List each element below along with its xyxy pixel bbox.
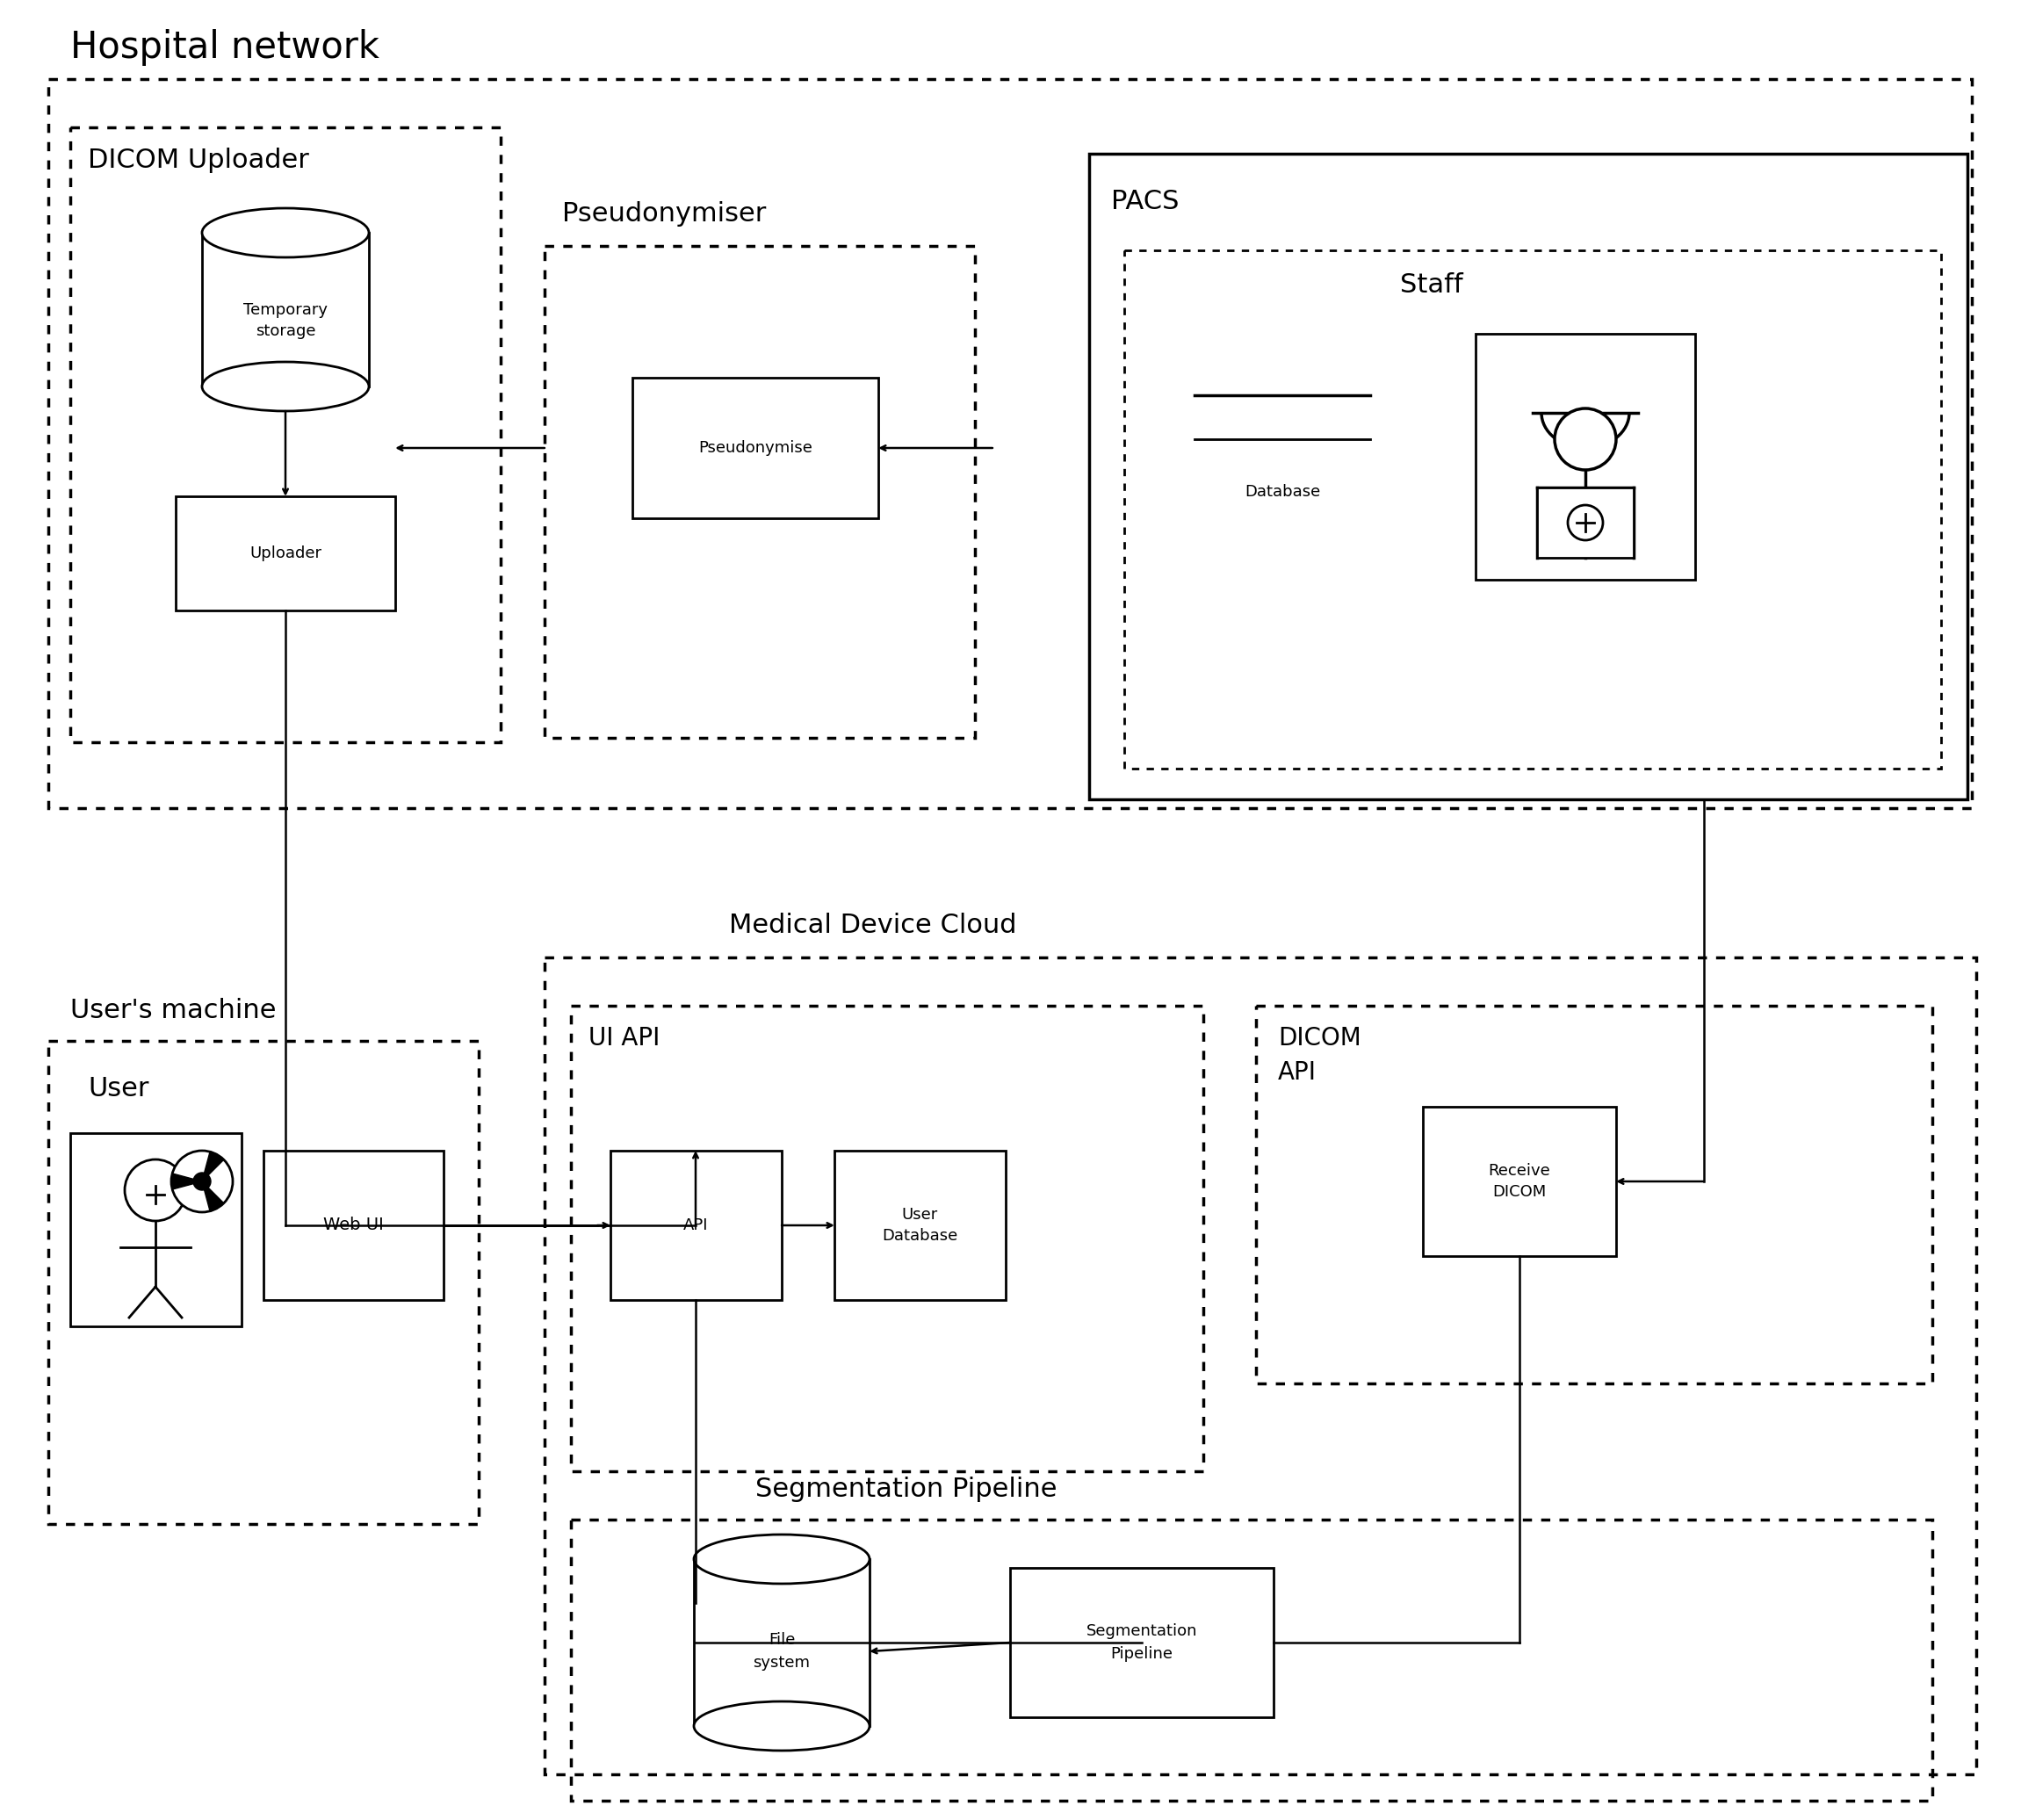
Text: PACS: PACS (1112, 189, 1178, 215)
Text: Web UI: Web UI (323, 1218, 384, 1234)
Text: Segmentation
Pipeline: Segmentation Pipeline (1085, 1623, 1196, 1662)
Bar (1538, 488, 1633, 557)
Wedge shape (202, 1181, 224, 1210)
Text: Pseudonymiser: Pseudonymiser (562, 202, 766, 228)
Text: File
system: File system (754, 1633, 810, 1671)
Bar (71, 127, 501, 743)
Bar (1423, 1107, 1617, 1256)
Bar (176, 497, 396, 610)
Text: 🔧: 🔧 (1580, 515, 1591, 531)
Bar (1089, 153, 1966, 799)
Ellipse shape (202, 362, 370, 411)
Text: Receive
DICOM: Receive DICOM (1487, 1163, 1550, 1201)
Text: UI API: UI API (588, 1026, 661, 1050)
Ellipse shape (693, 1534, 869, 1583)
Bar (693, 1560, 869, 1725)
Circle shape (125, 1159, 186, 1221)
Bar (835, 1150, 1006, 1299)
Circle shape (1554, 408, 1617, 470)
Bar (610, 1150, 782, 1299)
Bar (1124, 251, 1940, 768)
Text: Pseudonymise: Pseudonymise (699, 440, 812, 455)
Text: Temporary
storage: Temporary storage (243, 302, 327, 340)
Ellipse shape (693, 1702, 869, 1751)
Text: Uploader: Uploader (249, 546, 321, 561)
Text: Segmentation Pipeline: Segmentation Pipeline (756, 1476, 1057, 1502)
Text: DICOM
API: DICOM API (1277, 1026, 1362, 1085)
Bar (544, 957, 1977, 1774)
Bar (1475, 333, 1696, 581)
Bar (1255, 1006, 1932, 1383)
Text: User
Database: User Database (881, 1207, 958, 1245)
Text: DICOM Uploader: DICOM Uploader (87, 147, 309, 173)
Text: Staff: Staff (1401, 273, 1463, 298)
Wedge shape (172, 1174, 202, 1190)
Text: API: API (683, 1218, 707, 1234)
Circle shape (1568, 506, 1603, 541)
Text: Medical Device Cloud: Medical Device Cloud (730, 912, 1017, 937)
Bar (570, 1006, 1202, 1471)
Text: Database: Database (1245, 484, 1320, 501)
Circle shape (172, 1150, 232, 1212)
Bar (633, 379, 879, 519)
Bar (263, 1150, 443, 1299)
Bar (49, 1041, 479, 1523)
Bar (49, 78, 1972, 808)
Text: User's machine: User's machine (71, 997, 277, 1023)
Circle shape (194, 1172, 210, 1190)
Text: User: User (87, 1076, 150, 1101)
Bar (1010, 1567, 1273, 1718)
Ellipse shape (202, 207, 370, 257)
Bar (202, 233, 370, 386)
Bar (570, 1520, 1932, 1800)
Bar (544, 246, 974, 737)
Bar (71, 1134, 243, 1327)
Text: Hospital network: Hospital network (71, 29, 380, 66)
Wedge shape (202, 1152, 224, 1181)
